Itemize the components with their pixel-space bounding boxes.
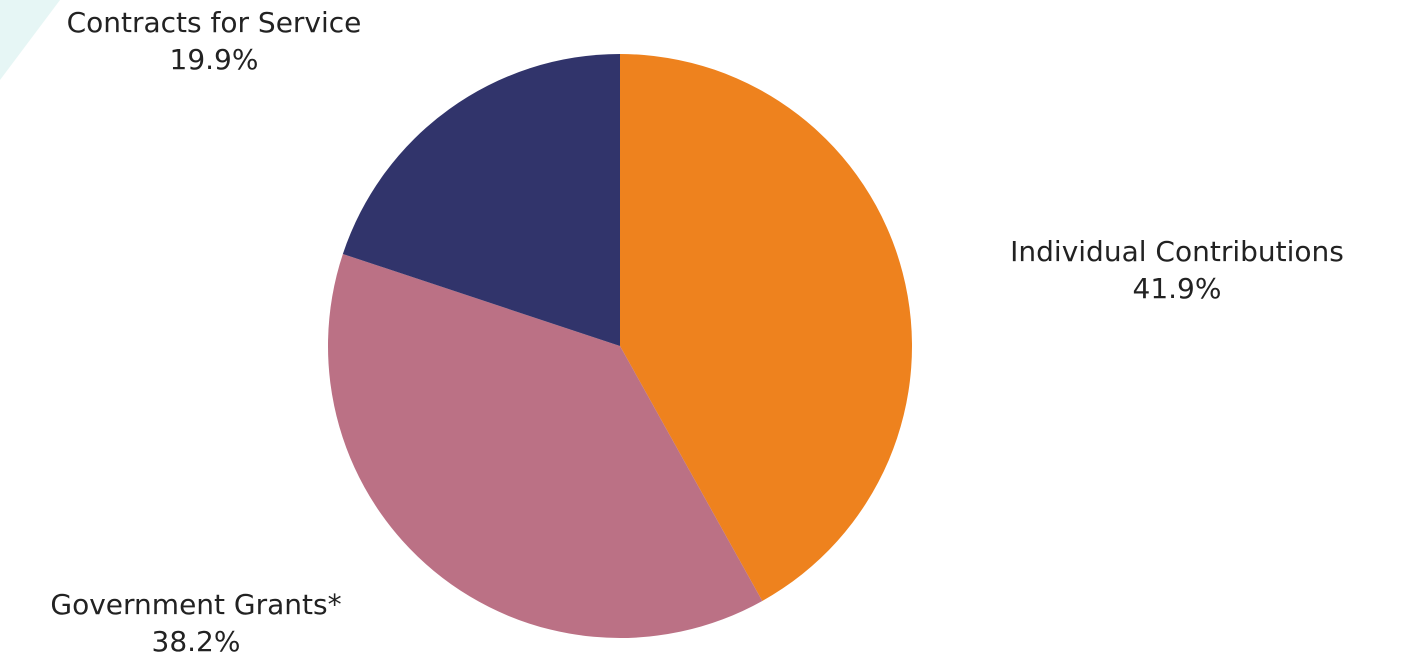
slice-label-contracts-for-service: Contracts for Service 19.9% <box>67 4 362 78</box>
slice-name-individual-contributions: Individual Contributions <box>1010 235 1344 268</box>
slice-label-individual-contributions: Individual Contributions 41.9% <box>1010 233 1344 307</box>
slice-value-contracts-for-service: 19.9% <box>169 43 259 76</box>
slice-name-government-grants: Government Grants* <box>50 588 342 621</box>
slice-value-individual-contributions: 41.9% <box>1132 272 1222 305</box>
pie-slice-individual-contributions <box>620 54 912 601</box>
slice-name-contracts-for-service: Contracts for Service <box>66 6 362 39</box>
slice-value-government-grants: 38.2% <box>151 625 241 658</box>
pie-slice-government-grants <box>327 254 763 639</box>
pie-slice-contracts-for-service <box>342 53 620 346</box>
slice-label-government-grants: Government Grants* 38.2% <box>50 586 341 660</box>
